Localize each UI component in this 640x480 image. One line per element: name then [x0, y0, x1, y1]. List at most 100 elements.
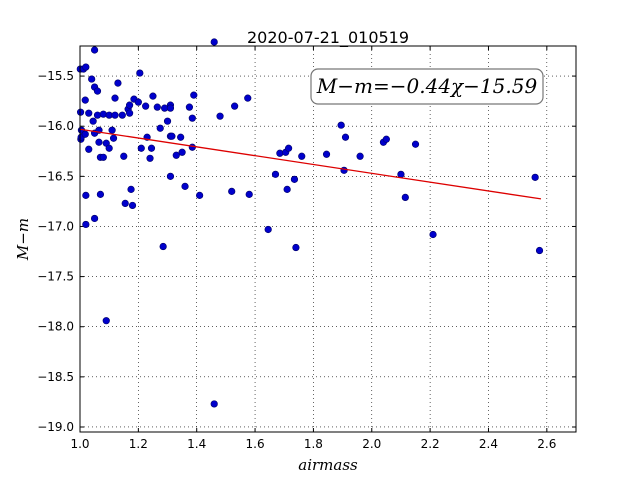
y-axis-label: M−m — [14, 218, 32, 261]
data-point — [163, 117, 172, 125]
data-point — [341, 133, 350, 141]
fit-line — [79, 128, 542, 200]
data-point — [188, 114, 196, 122]
data-point — [185, 103, 194, 111]
data-point — [111, 94, 119, 102]
x-tick-label: 2.0 — [362, 437, 381, 451]
data-point — [126, 101, 134, 109]
data-point — [531, 173, 539, 181]
data-point — [93, 87, 102, 95]
y-tick-label: −17.5 — [37, 270, 74, 284]
data-point — [178, 148, 186, 156]
equation-text: M−m=−0.44χ−15.59 — [316, 74, 538, 98]
plot-area-frame — [79, 45, 577, 433]
data-point — [290, 175, 299, 183]
data-point — [298, 152, 306, 160]
data-point — [95, 138, 103, 146]
data-point — [126, 109, 134, 117]
data-point — [137, 144, 145, 152]
data-point — [85, 109, 93, 117]
data-point — [89, 117, 97, 125]
data-point — [82, 220, 90, 229]
data-point — [535, 246, 544, 255]
data-point — [81, 96, 89, 104]
data-point — [210, 400, 218, 408]
y-tick-label: −18.0 — [37, 320, 74, 334]
data-point — [337, 121, 345, 129]
data-point — [285, 144, 293, 152]
y-tick-label: −16.0 — [37, 119, 74, 133]
data-point — [181, 182, 189, 190]
data-point — [166, 104, 175, 112]
y-tick-label: −15.5 — [37, 69, 74, 83]
equation-box: M−m=−0.44χ−15.59 — [310, 68, 544, 105]
data-point — [82, 63, 90, 71]
data-point — [382, 135, 390, 143]
data-point — [340, 166, 348, 174]
data-point — [90, 46, 99, 54]
x-axis-label: airmass — [298, 456, 358, 474]
data-point — [96, 190, 105, 198]
data-point — [128, 201, 137, 210]
data-point — [88, 75, 96, 83]
equation-box-frame — [310, 68, 544, 105]
data-point — [292, 243, 300, 252]
data-point — [429, 230, 437, 239]
data-point — [245, 190, 253, 198]
data-point — [228, 187, 236, 195]
data-point — [136, 69, 144, 77]
data-point — [109, 134, 118, 142]
data-point — [196, 191, 204, 199]
axis-ticks: 1.0 1.2 1.4 1.6 1.8 2.0 2.2 2.4 2.6 −15.5 −16.0 −16… — [37, 46, 576, 451]
data-point — [147, 144, 156, 152]
data-point — [172, 151, 180, 159]
x-tick-label: 2.4 — [479, 437, 498, 451]
data-point — [102, 317, 110, 325]
data-point — [276, 149, 284, 157]
chart-title: 2020-07-21_010519 — [247, 28, 409, 48]
data-point — [210, 38, 218, 46]
data-point — [188, 143, 196, 151]
x-tick-label: 2.6 — [537, 437, 556, 451]
data-point — [231, 102, 239, 110]
data-point — [127, 185, 135, 193]
data-point — [153, 103, 161, 111]
data-point — [118, 111, 126, 119]
data-point — [177, 133, 185, 141]
data-point — [142, 102, 150, 110]
data-point — [149, 92, 157, 100]
data-point — [168, 132, 176, 140]
data-point — [401, 193, 409, 201]
data-point — [121, 199, 129, 208]
x-tick-label: 1.6 — [246, 437, 265, 451]
x-tick-label: 1.0 — [70, 437, 89, 451]
data-point — [85, 145, 93, 153]
data-point — [283, 185, 291, 193]
x-tick-label: 1.2 — [129, 437, 148, 451]
y-tick-label: −17.0 — [37, 219, 74, 233]
y-tick-label: −18.5 — [37, 370, 74, 384]
data-point — [99, 110, 107, 118]
data-point — [111, 111, 119, 119]
data-point — [216, 112, 224, 120]
data-points — [76, 38, 544, 408]
x-tick-label: 2.2 — [421, 437, 440, 451]
data-point — [99, 153, 107, 161]
y-tick-label: −19.0 — [37, 420, 74, 434]
data-point — [156, 124, 164, 132]
data-point — [159, 242, 167, 251]
data-point — [105, 144, 113, 152]
data-point — [134, 98, 142, 106]
data-point — [322, 150, 331, 158]
x-tick-label: 1.4 — [187, 437, 206, 451]
data-point — [82, 191, 90, 199]
x-tick-label: 1.8 — [304, 437, 323, 451]
data-point — [244, 94, 252, 102]
data-point — [146, 154, 154, 162]
data-point — [120, 152, 128, 160]
data-point — [76, 108, 85, 116]
data-point — [93, 111, 102, 119]
y-tick-label: −16.5 — [37, 169, 74, 183]
fit-line-group — [79, 128, 542, 200]
